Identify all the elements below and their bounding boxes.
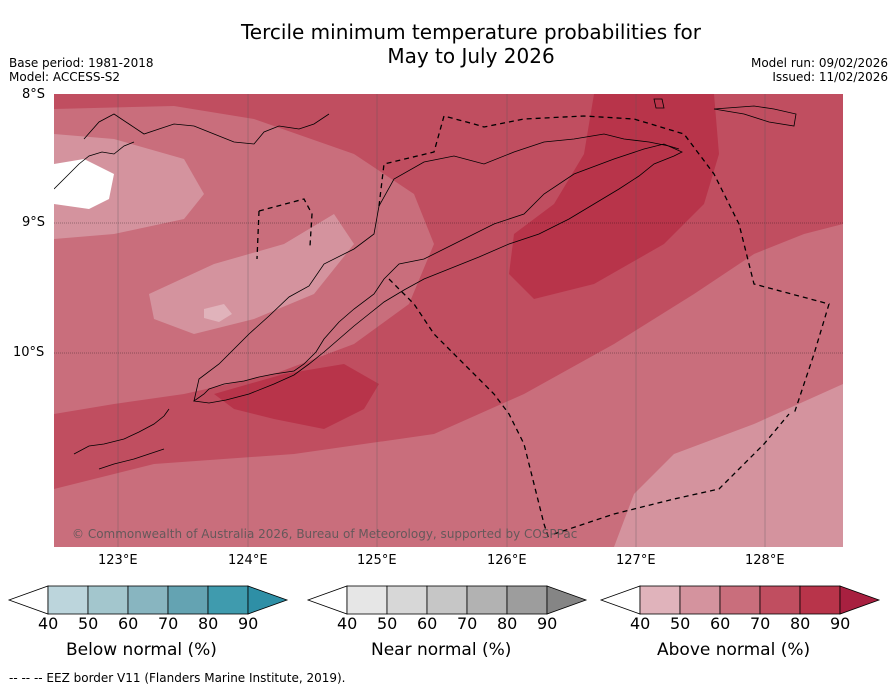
above-normal-tick-90: 90 (830, 614, 851, 633)
above-normal-segment-3 (719, 585, 761, 615)
below-normal-segment-5 (207, 585, 249, 615)
eez-border (256, 115, 830, 540)
above-normal-segment-2 (679, 585, 721, 615)
below-normal-tick-90: 90 (238, 614, 259, 633)
northern-islands (83, 113, 330, 145)
below-normal-tick-80: 80 (198, 614, 219, 633)
base-period: Base period: 1981-2018 (9, 56, 154, 70)
near-normal-label: Near normal (%) (371, 640, 512, 660)
near-normal-segment-4 (466, 585, 508, 615)
near-normal-segment-5 (506, 585, 548, 615)
western-islands (54, 141, 135, 190)
below-normal-segment-3 (127, 585, 169, 615)
lon-label-126: 126°E (487, 553, 527, 568)
near-normal-tick-80: 80 (497, 614, 518, 633)
lat-label-8s: 8°S (22, 87, 46, 102)
band-below-40-a (54, 159, 114, 209)
above-normal-tick-80: 80 (790, 614, 811, 633)
timor-island (192, 143, 683, 404)
above-normal-label: Above normal (%) (657, 640, 811, 660)
southern-islands (73, 408, 170, 455)
above-normal-tick-40: 40 (630, 614, 651, 633)
probability-map: © Commonwealth of Australia 2026, Bureau… (54, 94, 843, 547)
lon-label-128: 128°E (745, 553, 785, 568)
band-80-90-south (214, 364, 379, 429)
lon-label-124: 124°E (228, 553, 268, 568)
above-normal-segment-1 (639, 585, 681, 615)
gridlines (54, 222, 843, 354)
above-normal-tick-70: 70 (750, 614, 771, 633)
near-normal-tick-60: 60 (417, 614, 438, 633)
coastline (54, 98, 797, 470)
meta-left: Base period: 1981-2018 Model: ACCESS-S2 (9, 56, 154, 84)
near-normal-segment-2 (386, 585, 428, 615)
model-run: Model run: 09/02/2026 (750, 56, 888, 70)
near-normal-tick-90: 90 (537, 614, 558, 633)
small-island (653, 98, 665, 109)
below-normal-segment-4 (167, 585, 209, 615)
near-normal-tick-70: 70 (457, 614, 478, 633)
near-normal-tick-50: 50 (377, 614, 398, 633)
above-normal-extend-high (839, 585, 881, 615)
near-normal-extend-high (546, 585, 588, 615)
near-normal-segment-3 (426, 585, 468, 615)
below-normal-extend-low (7, 585, 49, 615)
issued-date: Issued: 11/02/2026 (772, 70, 888, 84)
lon-label-127: 127°E (616, 553, 656, 568)
band-50-60-west-a (54, 134, 204, 239)
lat-label-9s: 9°S (22, 215, 46, 230)
model-name: Model: ACCESS-S2 (9, 70, 121, 84)
title-line-1: Tercile minimum temperature probabilitie… (240, 20, 702, 44)
below-normal-tick-60: 60 (118, 614, 139, 633)
band-50-60-west-b (149, 214, 354, 334)
meridians (117, 94, 766, 547)
eez-footnote: -- -- -- EEZ border V11 (Flanders Marine… (9, 671, 346, 685)
map-title: Tercile minimum temperature probabilitie… (0, 20, 896, 68)
near-normal-segment-1 (346, 585, 388, 615)
band-50-60-southeast (614, 384, 843, 547)
colorbars (7, 585, 881, 615)
sw-islands (98, 448, 165, 470)
lon-label-123: 123°E (98, 553, 138, 568)
lat-label-10s: 10°S (13, 345, 45, 360)
above-normal-segment-4 (759, 585, 801, 615)
below-normal-extend-high (247, 585, 289, 615)
timor-north-coast (193, 133, 680, 402)
meta-right: Model run: 09/02/2026 Issued: 11/02/2026 (751, 56, 888, 84)
above-normal-segment-5 (799, 585, 841, 615)
band-60-70-south (54, 224, 843, 547)
below-normal-tick-50: 50 (78, 614, 99, 633)
copyright-text: © Commonwealth of Australia 2026, Bureau… (72, 527, 577, 541)
below-normal-tick-40: 40 (38, 614, 59, 633)
near-normal-extend-low (306, 585, 348, 615)
below-normal-tick-70: 70 (158, 614, 179, 633)
ne-islands (713, 105, 797, 127)
near-normal-tick-40: 40 (337, 614, 358, 633)
below-normal-segment-2 (87, 585, 129, 615)
above-normal-tick-60: 60 (710, 614, 731, 633)
above-normal-tick-50: 50 (670, 614, 691, 633)
below-normal-label: Below normal (%) (66, 640, 217, 660)
below-normal-segment-1 (47, 585, 89, 615)
band-below-40-b (204, 304, 232, 322)
lon-label-125: 125°E (357, 553, 397, 568)
title-line-2: May to July 2026 (387, 44, 555, 68)
above-normal-extend-low (599, 585, 641, 615)
